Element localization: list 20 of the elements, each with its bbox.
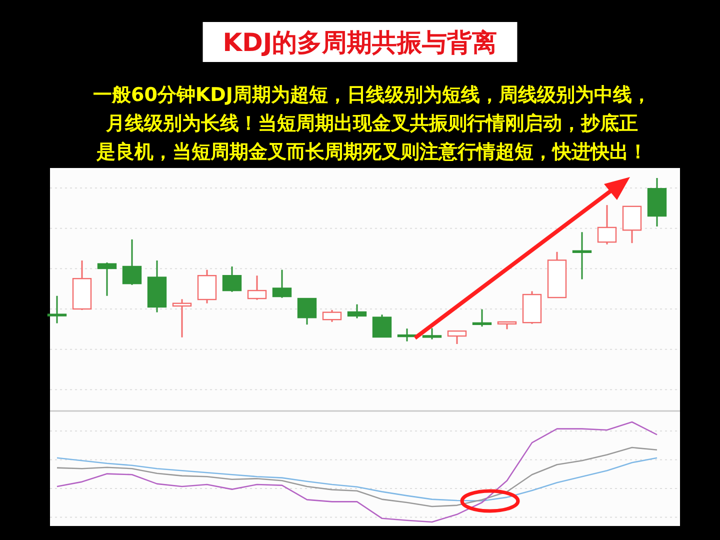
candlestick — [122, 238, 142, 286]
candlestick — [447, 330, 467, 345]
candlestick — [372, 314, 392, 338]
candlestick — [297, 298, 317, 326]
chart-title: KDJ的多周期共振与背离 — [222, 28, 498, 57]
chart-subtitle: 一般60分钟KDJ周期为超短，日线级别为短线，周线级别为中线，月线级别为长线！当短周期出现金叉共振则行情刚启动，抄底正是良机，当短周期金叉而长周期死叉则注意行情超短，快进快出！ — [92, 84, 652, 163]
candlestick — [322, 309, 342, 323]
candlestick — [597, 204, 617, 246]
candlestick — [272, 269, 292, 299]
candlestick — [47, 295, 67, 324]
candlestick — [572, 231, 592, 280]
candlestick — [222, 266, 242, 293]
candlestick — [422, 327, 442, 340]
candlestick — [172, 298, 192, 338]
candlestick — [622, 205, 642, 244]
candlestick — [472, 308, 492, 328]
candlestick — [197, 269, 217, 304]
candlestick — [97, 262, 117, 297]
candlestick — [247, 274, 267, 301]
candlestick — [347, 304, 367, 320]
